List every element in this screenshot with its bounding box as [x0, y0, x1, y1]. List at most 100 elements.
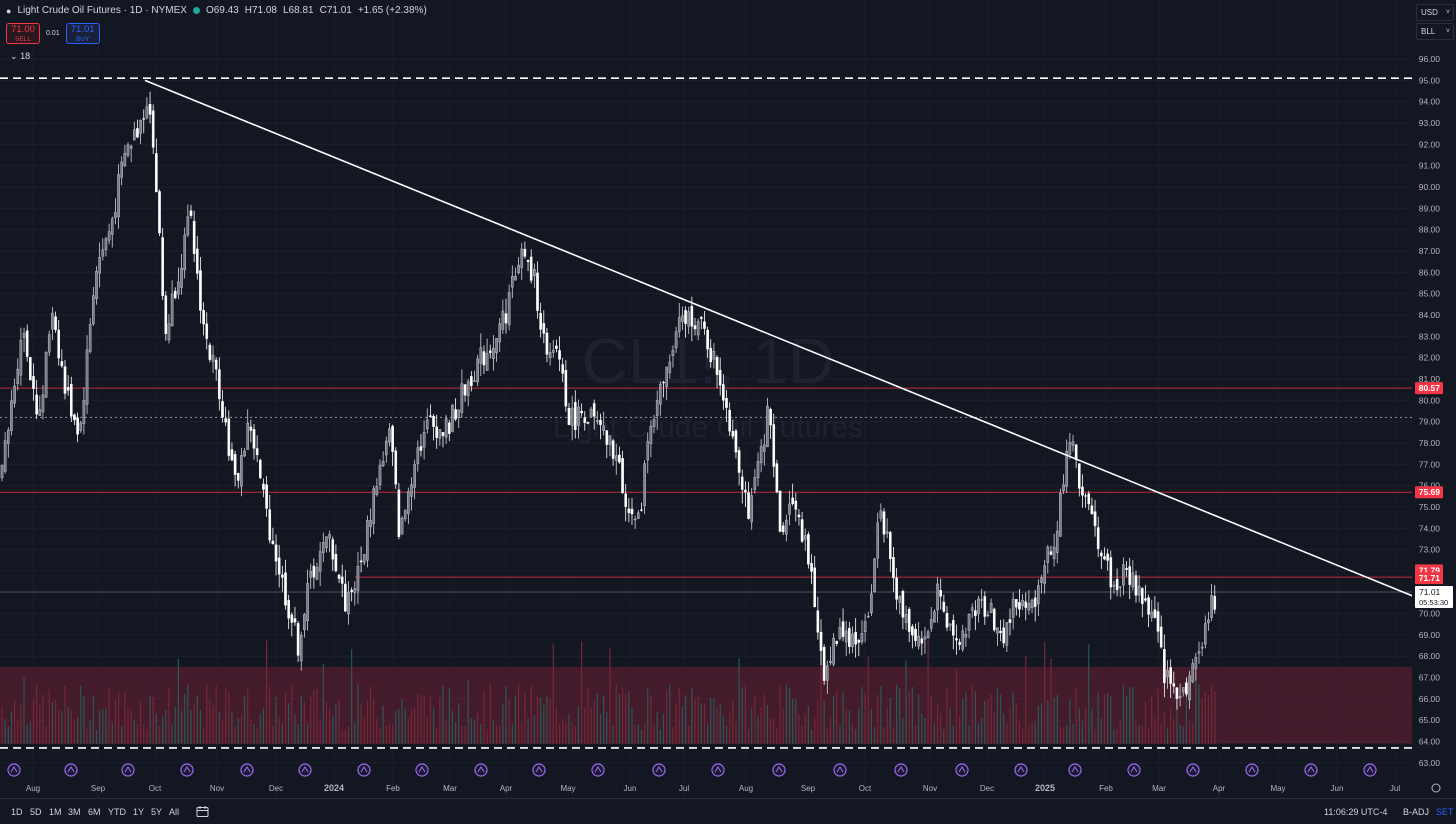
candle-body — [542, 323, 546, 334]
candle-body — [381, 461, 385, 467]
candle-body — [85, 349, 89, 405]
adjust-toggle[interactable]: B-ADJ — [1403, 807, 1430, 817]
symbol-title[interactable]: Light Crude Oil Futures · 1D · NYMEX — [17, 5, 187, 16]
spread-value: 0.01 — [46, 30, 60, 37]
candle-body — [1055, 530, 1059, 553]
range-all-button[interactable]: All — [169, 807, 180, 817]
candle-body — [1106, 553, 1109, 561]
event-marker-icon — [833, 763, 847, 777]
settlement-toggle[interactable]: SET — [1436, 807, 1454, 817]
candle-body — [614, 455, 618, 461]
event-marker-glyph — [1017, 766, 1025, 773]
event-marker-icon — [357, 763, 371, 777]
candle-body — [1188, 675, 1191, 701]
candle-body — [863, 621, 867, 632]
candle-body — [967, 614, 971, 631]
unit-select[interactable]: BLL ˅ — [1416, 23, 1454, 40]
candle-body — [1181, 687, 1185, 693]
candle-body — [394, 450, 398, 485]
price-tick-label: 68.00 — [1419, 651, 1441, 661]
candle-body — [999, 631, 1002, 633]
candle-body — [57, 329, 60, 359]
price-tick-label: 95.00 — [1419, 75, 1441, 85]
candle-body — [526, 260, 530, 262]
candle-body — [744, 489, 747, 493]
candle-body — [1197, 651, 1201, 654]
candle-body — [259, 459, 262, 479]
candle-body — [3, 440, 7, 472]
range-5d-button[interactable]: 5D — [30, 807, 42, 817]
candle-body — [255, 448, 259, 456]
candle-body — [1134, 575, 1138, 596]
candle-body — [520, 248, 524, 268]
event-marker-glyph — [477, 766, 485, 773]
sell-button[interactable]: 71.00 SELL — [6, 23, 40, 44]
price-tick-label: 92.00 — [1419, 139, 1441, 149]
candle-body — [454, 409, 457, 420]
range-1d-button[interactable]: 1D — [11, 807, 23, 817]
candle-body — [246, 422, 250, 450]
candle-body — [832, 637, 835, 665]
candle-body — [539, 313, 542, 330]
candle-body — [1015, 599, 1018, 608]
price-axis[interactable]: 96.00 95.00 94.00 93.00 92.00 91.00 90.00 89.00… — [1412, 0, 1456, 798]
candle-body — [413, 464, 416, 488]
clock[interactable]: 11:06:29 UTC-4 — [1324, 807, 1388, 817]
candle-body — [785, 519, 788, 535]
range-1m-button[interactable]: 1M — [49, 807, 62, 817]
currency-select[interactable]: USD ˅ — [1416, 4, 1454, 21]
sell-price: 71.00 — [11, 24, 35, 35]
candle-body — [1140, 588, 1144, 604]
event-marker-icon — [7, 763, 21, 777]
range-1y-button[interactable]: 1Y — [133, 807, 145, 817]
candle-body — [1021, 599, 1024, 607]
range-3m-button[interactable]: 3M — [68, 807, 81, 817]
candle-body — [948, 623, 952, 626]
price-tick-label: 82.00 — [1419, 353, 1441, 363]
range-5y-button[interactable]: 5Y — [151, 807, 163, 817]
candle-body — [763, 444, 766, 452]
time-tick-label: May — [1270, 784, 1285, 793]
trendline[interactable] — [144, 79, 1415, 598]
candle-body — [277, 557, 281, 575]
candle-body — [652, 419, 656, 427]
price-tick-label: 91.00 — [1419, 161, 1441, 171]
event-marker-icon — [121, 763, 135, 777]
candle-body — [142, 118, 146, 120]
candle-body — [693, 325, 697, 330]
trade-panel: 71.00 SELL 0.01 71.01 BUY — [6, 23, 100, 44]
candle-body — [718, 369, 722, 386]
candle-body — [337, 574, 341, 579]
candle-body — [312, 565, 316, 578]
event-marker-icon — [1186, 763, 1200, 777]
candle-body — [945, 613, 949, 628]
candle-body — [756, 461, 760, 479]
candle-body — [583, 417, 587, 423]
candle-body — [47, 334, 51, 353]
candle-body — [1068, 442, 1072, 455]
candle-body — [507, 292, 511, 326]
candle-body — [1150, 611, 1154, 618]
calendar-icon[interactable] — [196, 805, 209, 818]
event-marker-glyph — [183, 766, 191, 773]
candle-body — [551, 349, 555, 353]
buy-button[interactable]: 71.01 BUY — [65, 23, 100, 44]
candle-body — [917, 635, 920, 647]
candle-body — [268, 509, 272, 541]
range-6m-button[interactable]: 6M — [88, 807, 101, 817]
candle-body — [334, 553, 338, 572]
time-axis[interactable]: Aug Sep Oct Nov Dec 2024 Feb Mar Apr May Jun Jul Aug… — [26, 783, 1400, 793]
candle-body — [1087, 493, 1091, 505]
candle-body — [451, 404, 454, 433]
candle-body — [681, 315, 684, 322]
candle-body — [214, 359, 218, 370]
level-badge-text: 71.79 — [1419, 565, 1441, 575]
indicators-toggle[interactable]: ⌄ 18 — [10, 51, 30, 62]
time-tick-label: 2025 — [1035, 783, 1055, 793]
candle-body — [700, 316, 703, 319]
candle-body — [1144, 598, 1147, 601]
candle-body — [457, 409, 461, 418]
range-ytd-button[interactable]: YTD — [108, 807, 126, 817]
candle-body — [797, 514, 801, 518]
